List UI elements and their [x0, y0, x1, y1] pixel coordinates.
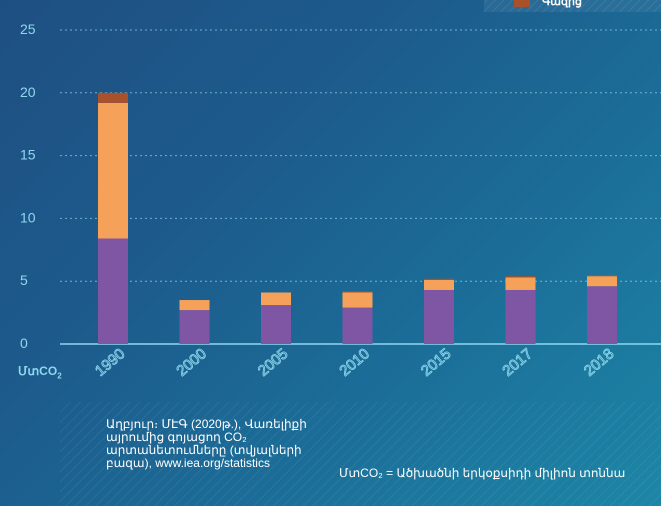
bar-2015-series-3 [424, 278, 454, 280]
bar-2018-series-3 [587, 274, 617, 277]
legend-label-gas: Գազից [542, 0, 582, 8]
legend-item-gas: Գազից [514, 0, 582, 8]
y-tick-label-15: 15 [20, 147, 36, 163]
stacked-bar-chart: 0 5 10 15 20 25 1990 2000 2005 2010 2015 2017 2018 [20, 21, 661, 380]
x-tick-label-2018: 2018 [581, 345, 617, 379]
legend-swatch-gas [514, 0, 530, 7]
x-tick-label-1990: 1990 [92, 345, 128, 379]
x-tick-label-2017: 2017 [499, 345, 535, 379]
unit-note: ՄտCO₂ = Ածխածնի երկօքսիդի միլիոն տոննա [339, 466, 626, 480]
footer-hatch [60, 402, 661, 506]
bar-2010-series-1 [342, 307, 373, 344]
bar-2005-series-1 [261, 305, 291, 344]
bar-1990-series-3 [98, 92, 128, 103]
y-unit-label: ՄտCO2 [18, 364, 62, 380]
bar-2000-series-2 [179, 300, 210, 311]
x-tick-label-2010: 2010 [336, 345, 372, 379]
x-tick-label-2000: 2000 [173, 345, 209, 379]
bar-1990-series-2 [98, 102, 128, 239]
bar-2018-series-1 [587, 286, 617, 344]
y-tick-label-20: 20 [20, 84, 36, 100]
y-tick-label-0: 0 [20, 335, 28, 351]
bar-2017-series-2 [505, 277, 536, 290]
bar-2015-series-2 [424, 279, 454, 290]
bar-2017-series-3 [505, 276, 536, 278]
source-note: Աղբյուր։ ՄԷԳ (2020թ.), Վառելիքի այրումից… [106, 417, 307, 470]
bar-2015-series-1 [424, 289, 454, 344]
x-tick-label-2005: 2005 [255, 345, 291, 379]
bar-2017-series-1 [505, 289, 536, 344]
bar-2010-series-2 [342, 292, 373, 308]
x-tick-label-2015: 2015 [418, 345, 454, 379]
y-unit-prefix: ՄտCO [18, 364, 58, 378]
bar-2010-series-3 [342, 291, 373, 293]
bar-2018-series-2 [587, 276, 617, 287]
bar-2000-series-1 [179, 310, 210, 344]
bar-1990-series-1 [98, 238, 128, 344]
y-tick-label-5: 5 [20, 272, 28, 288]
bar-2005-series-2 [261, 292, 291, 306]
y-tick-label-10: 10 [20, 209, 36, 225]
y-unit-subscript: 2 [57, 371, 62, 381]
y-tick-label-25: 25 [20, 21, 36, 37]
